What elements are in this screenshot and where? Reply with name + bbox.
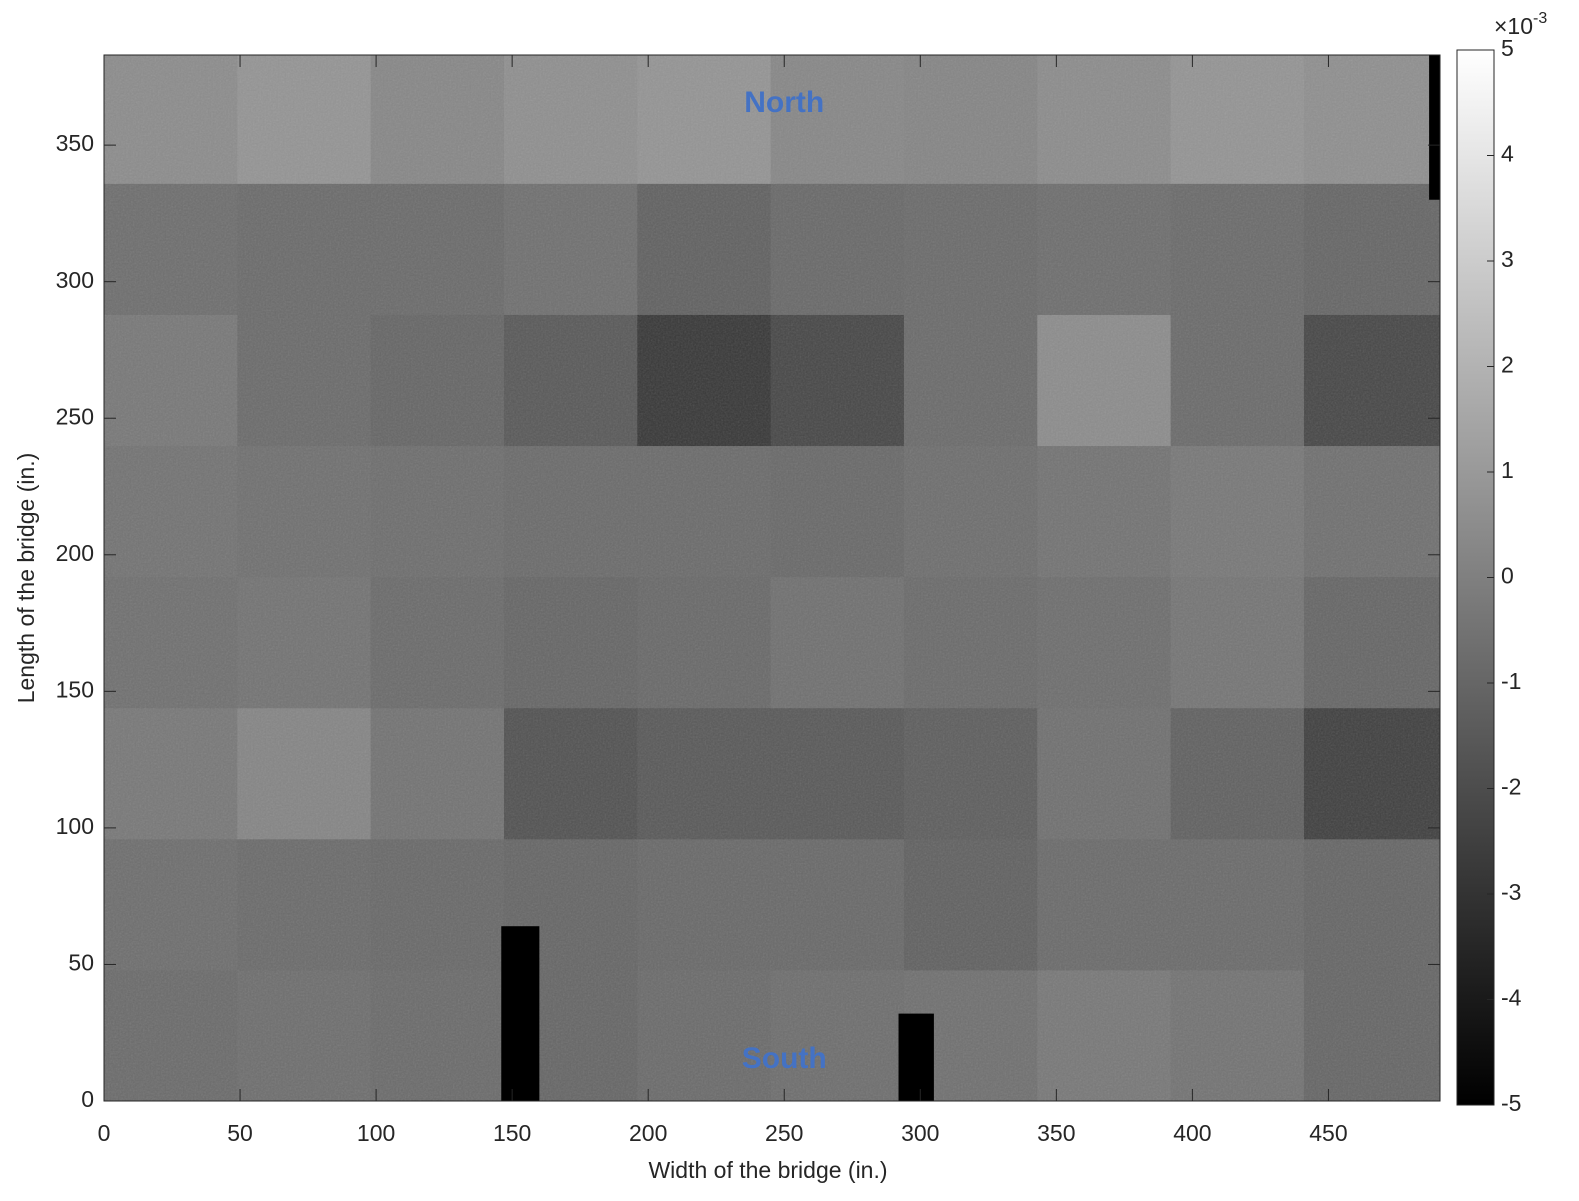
x-tick-label: 100 bbox=[357, 1120, 395, 1146]
colorbar-tick-label: -2 bbox=[1501, 774, 1521, 800]
axes-frame bbox=[103, 54, 1441, 1102]
y-tick-label: 300 bbox=[56, 267, 94, 293]
colorbar-tick-label: 4 bbox=[1501, 141, 1514, 167]
colorbar-tick-label: -1 bbox=[1501, 668, 1521, 694]
y-tick-label: 200 bbox=[56, 540, 94, 566]
annotation: South bbox=[742, 1042, 827, 1075]
x-tick-label: 400 bbox=[1173, 1120, 1211, 1146]
x-tick-label: 350 bbox=[1037, 1120, 1075, 1146]
y-tick-label: 150 bbox=[56, 676, 94, 702]
colorbar-tick-label: -5 bbox=[1501, 1090, 1521, 1116]
x-tick-label: 150 bbox=[493, 1120, 531, 1146]
noise-texture bbox=[104, 55, 1440, 1101]
annotation: North bbox=[744, 86, 824, 119]
colorbar-tick-label: -3 bbox=[1501, 879, 1521, 905]
x-tick-label: 200 bbox=[629, 1120, 667, 1146]
colorbar-tick-label: 2 bbox=[1501, 352, 1514, 378]
colorbar-tick-label: -4 bbox=[1501, 985, 1522, 1011]
multiplier-base: ×10 bbox=[1494, 13, 1533, 39]
colorbar-tick-label: 5 bbox=[1501, 35, 1514, 61]
y-tick-label: 350 bbox=[56, 130, 94, 156]
multiplier-exponent: -3 bbox=[1533, 10, 1547, 27]
colorbar-multiplier: ×10-3 bbox=[1494, 10, 1547, 39]
x-axis-label: Width of the bridge (in.) bbox=[648, 1157, 887, 1183]
x-tick-label: 300 bbox=[901, 1120, 939, 1146]
x-tick-label: 50 bbox=[227, 1120, 253, 1146]
x-tick-label: 450 bbox=[1309, 1120, 1347, 1146]
plot-area bbox=[104, 55, 1440, 1101]
x-tick-label: 0 bbox=[98, 1120, 111, 1146]
colorbar-tick-label: 0 bbox=[1501, 563, 1514, 589]
y-tick-label: 100 bbox=[56, 813, 94, 839]
y-tick-label: 50 bbox=[68, 950, 94, 976]
masked-patch bbox=[898, 1013, 934, 1101]
colorbar-tick-label: 3 bbox=[1501, 246, 1514, 272]
y-tick-label: 0 bbox=[81, 1086, 94, 1112]
y-tick-label: 250 bbox=[56, 403, 94, 429]
colorbar-tick-label: 1 bbox=[1501, 457, 1514, 483]
masked-patch bbox=[1429, 55, 1440, 200]
masked-patch bbox=[501, 926, 540, 1101]
y-axis-label: Length of the bridge (in.) bbox=[13, 453, 39, 704]
x-tick-label: 250 bbox=[765, 1120, 803, 1146]
